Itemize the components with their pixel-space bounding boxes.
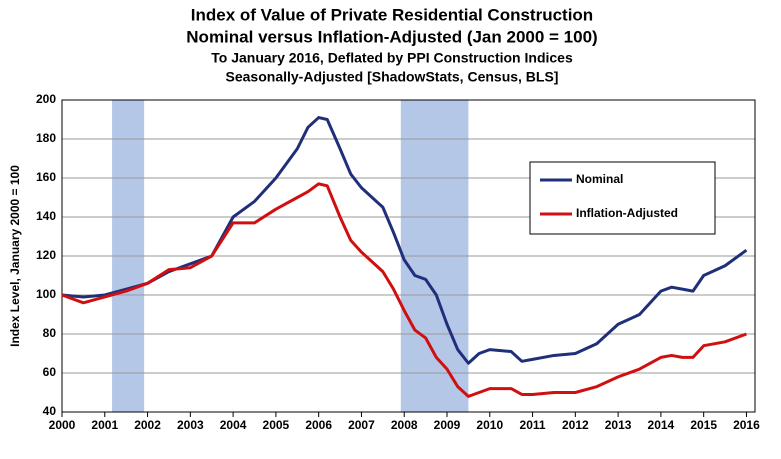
chart-title: Index of Value of Private Residential Co…: [191, 5, 593, 24]
y-tick-label: 100: [36, 287, 56, 301]
chart-subtitle: Seasonally-Adjusted [ShadowStats, Census…: [226, 69, 559, 85]
x-tick-label: 2003: [177, 418, 204, 432]
x-tick-label: 2016: [733, 418, 760, 432]
x-tick-label: 2006: [305, 418, 332, 432]
y-tick-label: 180: [36, 131, 56, 145]
x-tick-label: 2010: [476, 418, 503, 432]
y-tick-label: 160: [36, 170, 56, 184]
legend-label: Inflation-Adjusted: [576, 206, 678, 220]
x-tick-label: 2015: [690, 418, 717, 432]
y-tick-label: 140: [36, 209, 56, 223]
chart-subtitle: Nominal versus Inflation-Adjusted (Jan 2…: [186, 27, 597, 46]
plot-border: [61, 99, 756, 413]
chart-subtitle: To January 2016, Deflated by PPI Constru…: [211, 50, 573, 66]
x-tick-label: 2011: [520, 418, 546, 432]
x-tick-label: 2001: [91, 418, 118, 432]
x-tick-label: 2012: [562, 418, 589, 432]
x-tick-label: 2000: [49, 418, 76, 432]
y-tick-label: 60: [43, 365, 57, 379]
line-series: [61, 182, 747, 398]
x-tick-label: 2014: [648, 418, 675, 432]
x-tick-label: 2009: [434, 418, 461, 432]
y-axis-label: Index Level, January 2000 = 100: [8, 165, 22, 347]
y-tick-label: 200: [36, 92, 56, 106]
x-tick-label: 2004: [220, 418, 247, 432]
legend-box: [529, 161, 716, 235]
x-tick-label: 2007: [348, 418, 375, 432]
x-tick-label: 2013: [605, 418, 632, 432]
y-tick-label: 40: [43, 404, 57, 418]
legend-label: Nominal: [576, 172, 623, 186]
y-tick-label: 120: [36, 248, 56, 262]
y-tick-label: 80: [43, 326, 57, 340]
x-tick-label: 2008: [391, 418, 418, 432]
x-tick-label: 2002: [134, 418, 161, 432]
x-tick-label: 2005: [263, 418, 290, 432]
